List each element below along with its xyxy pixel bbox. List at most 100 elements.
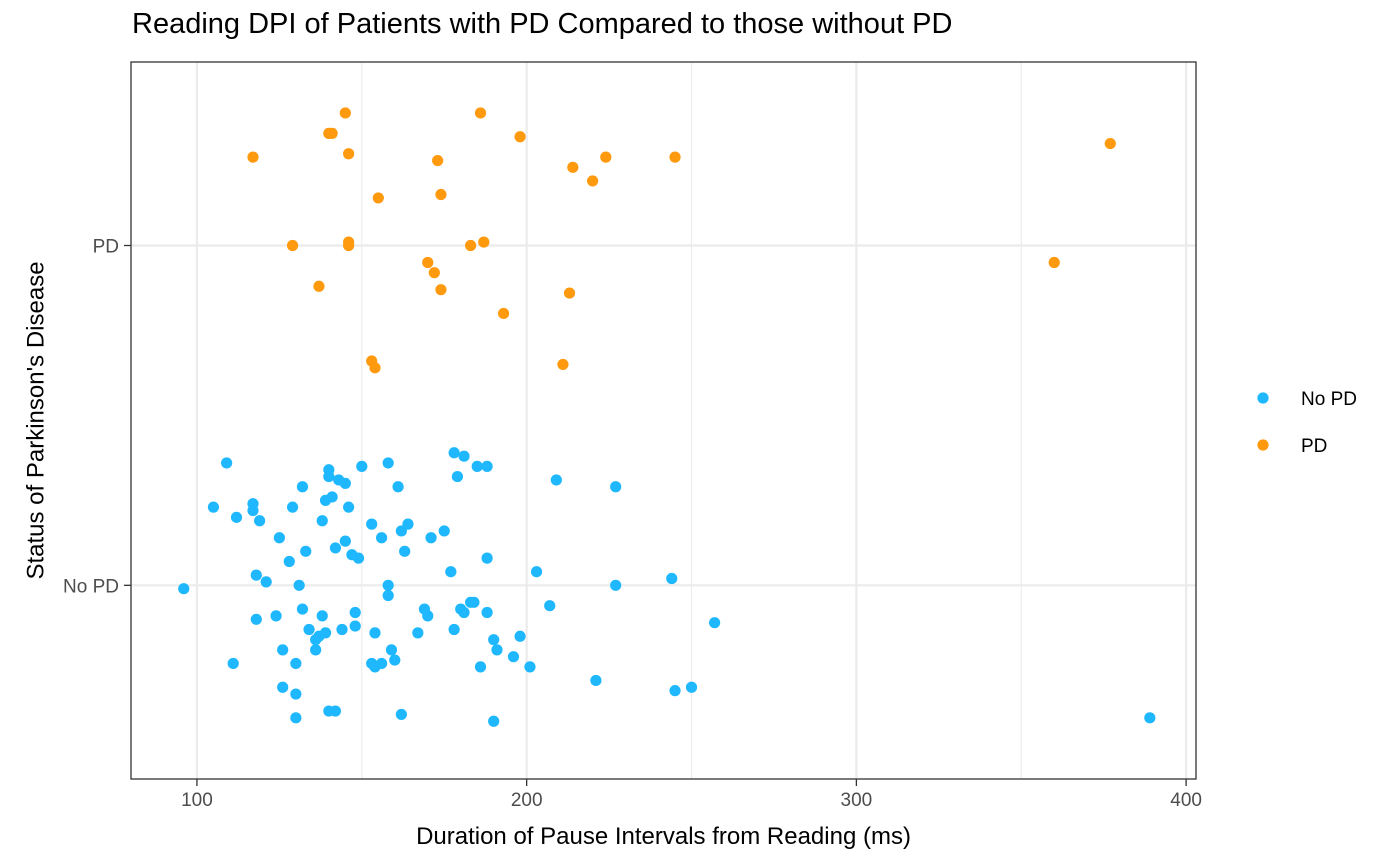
grid-lines [131,62,1196,779]
data-point-no-pd [385,644,398,656]
data-point-no-pd [207,501,220,513]
axes: 100 200 300 400 No PD PD [63,236,1202,811]
x-tick-label: 200 [511,790,543,811]
data-point-no-pd [550,474,562,486]
data-point-no-pd [352,552,365,564]
data-point-pd [669,151,681,163]
data-point-no-pd [369,627,381,639]
data-point-pd [435,284,447,296]
x-tick-label: 300 [841,790,873,811]
data-point-no-pd [448,623,460,636]
data-point-pd [286,239,299,252]
data-point-pd [247,151,259,163]
data-point-no-pd [277,644,289,656]
chart-title: Reading DPI of Patients with PD Compared… [132,8,953,40]
data-point-no-pd [260,576,272,588]
data-point-no-pd [323,470,335,483]
data-point-no-pd [382,589,394,602]
data-point-no-pd [366,518,378,530]
data-point-no-pd [488,634,500,646]
plot-panel [131,62,1196,779]
data-point-pd [514,131,526,143]
x-axis-title: Duration of Pause Intervals from Reading… [416,823,911,850]
data-point-pd [587,175,599,187]
data-point-no-pd [290,657,302,670]
data-point-no-pd [709,617,721,629]
data-point-pd [557,358,569,371]
data-point-pd [428,267,440,279]
data-point-pd [435,188,447,201]
data-point-no-pd [296,603,309,615]
data-point-no-pd [422,610,434,622]
data-point-no-pd [610,579,622,591]
data-point-no-pd [481,460,493,472]
data-point-no-pd [349,606,361,619]
data-point-no-pd [375,657,388,670]
data-point-no-pd [300,545,312,557]
data-point-no-pd [230,511,243,523]
data-point-pd [1104,137,1116,150]
data-point-no-pd [524,661,536,673]
y-tick-label: No PD [63,576,119,597]
data-point-pd [478,236,490,248]
data-point-pd [465,239,477,252]
data-point-no-pd [293,579,305,591]
data-point-pd [567,161,579,173]
data-point-no-pd [402,518,414,530]
data-point-no-pd [283,555,295,568]
data-point-no-pd [250,613,262,625]
data-point-pd [474,107,487,119]
data-point-no-pd [395,708,407,721]
data-point-no-pd [491,644,503,656]
data-point-no-pd [247,498,259,510]
data-point-pd [343,239,355,252]
data-point-no-pd [471,460,483,472]
data-point-no-pd [303,623,315,636]
data-point-no-pd [392,481,404,493]
data-point-no-pd [310,644,322,656]
data-point-no-pd [270,610,282,622]
legend: No PD PD [1257,389,1357,457]
data-point-pd [1048,256,1060,269]
data-point-no-pd [590,674,602,687]
x-tick-label: 400 [1170,790,1202,811]
data-point-no-pd [425,532,437,544]
data-point-no-pd [474,661,487,673]
x-tick-label: 100 [181,790,213,811]
data-point-no-pd [273,532,285,544]
data-point-no-pd [458,606,470,619]
data-point-no-pd [290,712,302,724]
data-point-no-pd [316,610,328,622]
data-point-no-pd [253,515,266,527]
data-point-no-pd [514,630,526,642]
data-point-no-pd [375,532,388,544]
data-point-no-pd [178,583,190,595]
legend-label-pd: PD [1301,436,1327,457]
y-tick-label: PD [93,236,119,257]
data-point-no-pd [250,569,262,581]
data-point-pd [313,280,325,292]
data-point-pd [343,148,355,160]
data-point-no-pd [451,470,464,483]
data-point-no-pd [349,620,361,632]
data-point-no-pd [488,715,500,727]
data-point-no-pd [666,572,678,585]
data-point-no-pd [382,457,394,469]
data-point-no-pd [530,566,543,578]
data-point-no-pd [438,525,450,537]
legend-label-no-pd: No PD [1301,389,1357,410]
data-point-pd [600,151,612,163]
data-point-no-pd [458,450,470,462]
data-point-no-pd [468,596,480,608]
data-points [178,107,1156,727]
data-point-no-pd [481,552,493,564]
data-point-no-pd [343,501,355,513]
data-point-no-pd [448,447,460,459]
data-point-no-pd [412,627,424,639]
data-point-no-pd [339,535,351,547]
data-point-no-pd [356,460,368,472]
data-point-no-pd [544,600,556,612]
data-point-no-pd [445,566,457,578]
data-point-no-pd [316,515,328,527]
